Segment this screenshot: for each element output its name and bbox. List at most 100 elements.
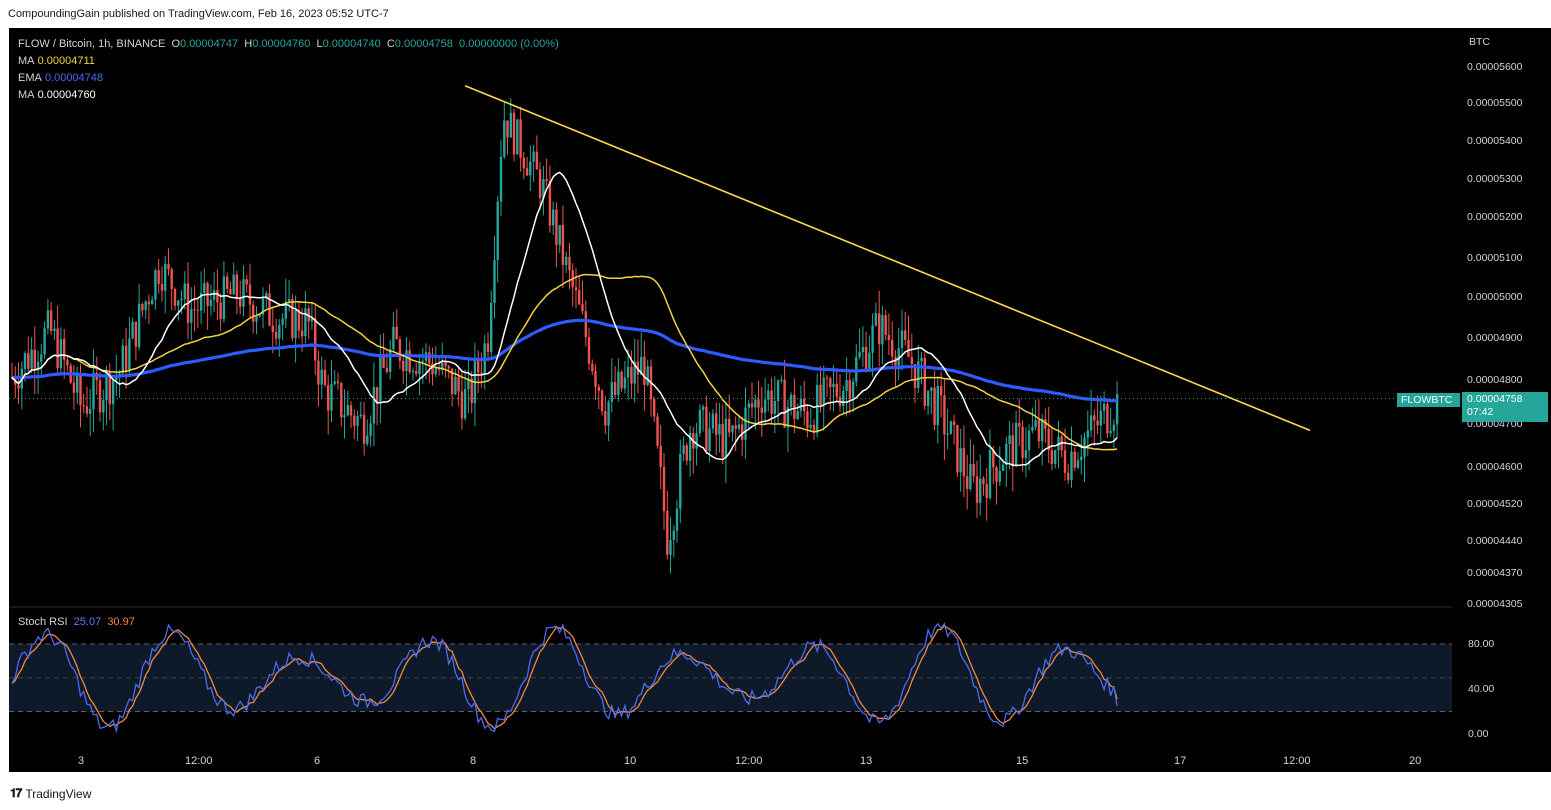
candle-body: [529, 161, 532, 176]
candle-body: [552, 209, 555, 226]
tradingview-logo[interactable]: 𝟏𝟕 TradingView: [10, 786, 91, 801]
ma-white-row[interactable]: MA 0.00004760: [18, 87, 559, 104]
candle-body: [626, 366, 630, 378]
candle-body: [92, 372, 95, 410]
candle-body: [1054, 450, 1057, 464]
candle-body: [222, 276, 226, 319]
candle-body: [193, 309, 196, 311]
candle-body: [379, 356, 382, 404]
publish-info: CompoundingGain published on TradingView…: [8, 8, 389, 20]
candle-body: [591, 363, 594, 372]
candle-body: [98, 380, 102, 413]
candle-body: [460, 391, 464, 419]
candle-body: [949, 421, 953, 434]
candle-body: [470, 378, 473, 404]
candle-body: [724, 418, 728, 457]
candle-body: [154, 270, 157, 300]
ma-yellow-label: MA: [18, 55, 35, 67]
candle-body: [825, 377, 829, 379]
candle-body: [85, 406, 89, 414]
candle-body: [574, 287, 578, 291]
candle-body: [741, 424, 744, 440]
candle-body: [274, 332, 278, 339]
candle-body: [346, 405, 349, 416]
candle-body: [545, 179, 548, 181]
candle-body: [979, 478, 982, 503]
price-tick-label: 0.00005400: [1467, 135, 1523, 147]
candle-body: [1050, 450, 1054, 464]
candle-body: [1089, 415, 1093, 431]
symbol-label[interactable]: FLOW / Bitcoin, 1h, BINANCE: [18, 38, 166, 50]
candle-body: [525, 168, 529, 176]
time-tick-label: 20: [1409, 755, 1422, 767]
candle-body: [891, 339, 894, 357]
candle-body: [1112, 424, 1116, 431]
price-tick-label: 0.00004305: [1467, 598, 1523, 610]
candle-body: [806, 411, 809, 428]
candle-body: [300, 330, 304, 337]
candle-body: [672, 530, 675, 541]
price-tick-label: 0.00005200: [1467, 211, 1523, 223]
ma-yellow-row[interactable]: MA 0.00004711: [18, 53, 559, 70]
candle-body: [600, 390, 604, 412]
candle-body: [111, 380, 115, 405]
candle-body: [1063, 450, 1067, 473]
candle-body: [17, 384, 20, 389]
candle-body: [613, 382, 617, 395]
candle-body: [271, 325, 274, 332]
candle-body: [1044, 419, 1047, 429]
candle-body: [411, 371, 415, 373]
ma-white-line: [11, 171, 1118, 467]
candle-body: [587, 337, 591, 364]
candle-body: [1096, 420, 1099, 426]
candle-body: [134, 321, 138, 347]
candle-body: [362, 414, 366, 444]
candle-body: [1008, 435, 1011, 444]
price-tick-label: 0.00004800: [1467, 374, 1523, 386]
price-tick-label: 0.00004900: [1467, 332, 1523, 344]
candle-body: [561, 225, 565, 265]
candle-body: [881, 315, 884, 345]
time-tick-label: 12:00: [1283, 755, 1311, 767]
stoch-rsi-legend[interactable]: Stoch RSI 25.07 30.97: [18, 616, 135, 628]
candle-body: [499, 156, 503, 202]
candle-body: [959, 448, 962, 473]
candle-body: [496, 201, 499, 261]
candle-body: [662, 466, 666, 511]
candle-body: [1011, 435, 1014, 467]
candle-body: [757, 399, 760, 408]
candle-body: [56, 328, 59, 369]
candle-body: [851, 381, 855, 400]
candle-body: [291, 299, 294, 339]
candle-body: [170, 269, 173, 289]
stoch-k-line: [11, 622, 1118, 734]
candle-body: [848, 380, 851, 400]
candle-body: [392, 326, 395, 350]
candle-body: [287, 299, 291, 302]
candle-body: [633, 361, 636, 384]
candle-body: [490, 303, 493, 352]
candle-body: [265, 293, 268, 299]
candle-body: [160, 283, 164, 291]
candle-body: [356, 416, 359, 426]
candle-body: [878, 313, 881, 345]
candle-body: [682, 445, 685, 454]
candle-body: [190, 309, 193, 323]
ema-row[interactable]: EMA 0.00004748: [18, 70, 559, 87]
candle-body: [701, 406, 705, 410]
candle-body: [943, 395, 946, 435]
candle-body: [46, 310, 50, 329]
candle-body: [789, 394, 793, 408]
candle-body: [183, 283, 186, 300]
candle-body: [509, 112, 512, 138]
price-tick-label: 0.00004520: [1467, 498, 1523, 510]
candle-body: [874, 313, 878, 326]
candle-body: [620, 371, 623, 389]
footer-bar: [0, 772, 1551, 810]
candle-body: [1099, 410, 1102, 426]
candle-body: [992, 450, 995, 468]
candle-body: [245, 279, 248, 285]
candle-body: [408, 350, 411, 373]
candle-body: [767, 390, 770, 400]
